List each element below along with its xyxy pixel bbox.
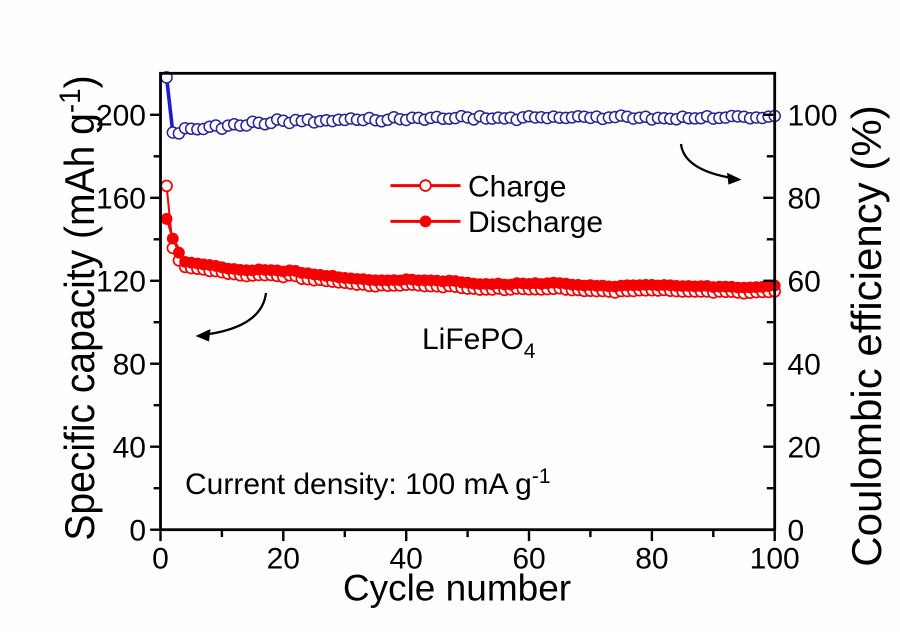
svg-text:100: 100 [750, 543, 800, 576]
svg-text:160: 160 [96, 182, 146, 215]
svg-text:40: 40 [390, 543, 423, 576]
svg-text:0: 0 [129, 514, 146, 547]
svg-text:0: 0 [788, 514, 805, 547]
svg-text:20: 20 [267, 543, 300, 576]
svg-text:Cycle number: Cycle number [343, 568, 571, 609]
svg-text:120: 120 [96, 265, 146, 298]
svg-text:40: 40 [788, 348, 821, 381]
svg-text:20: 20 [788, 431, 821, 464]
svg-text:Coulombic efficiency (%): Coulombic efficiency (%) [843, 105, 890, 566]
svg-text:Discharge: Discharge [468, 206, 603, 239]
svg-text:Current density: 100 mA g-1: Current density: 100 mA g-1 [185, 465, 551, 501]
svg-text:40: 40 [113, 431, 146, 464]
svg-text:Specific capacity (mAh g-1): Specific capacity (mAh g-1) [54, 75, 103, 540]
svg-text:60: 60 [512, 543, 545, 576]
svg-text:200: 200 [96, 99, 146, 132]
svg-text:80: 80 [788, 182, 821, 215]
svg-text:100: 100 [788, 99, 838, 132]
svg-text:Charge: Charge [468, 170, 566, 203]
svg-text:60: 60 [788, 265, 821, 298]
svg-text:80: 80 [113, 348, 146, 381]
svg-text:80: 80 [635, 543, 668, 576]
svg-text:0: 0 [152, 543, 169, 576]
